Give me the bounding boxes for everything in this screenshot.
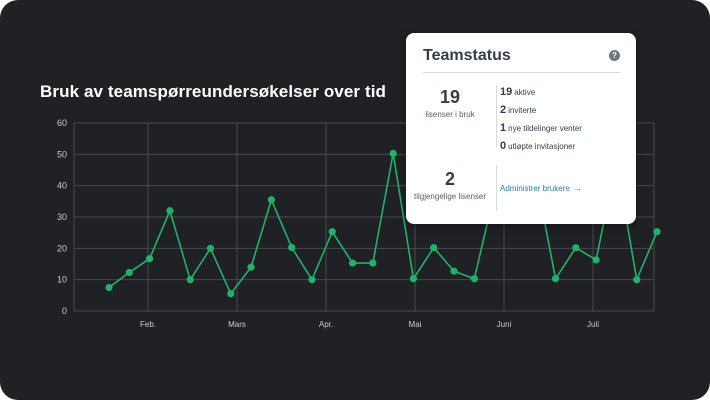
data-point — [105, 283, 113, 292]
data-point — [186, 276, 194, 284]
y-tick-label: 10 — [57, 275, 67, 285]
data-point — [145, 255, 154, 263]
x-tick-label: Mai — [409, 320, 422, 329]
vertical-divider — [496, 85, 497, 147]
data-point — [288, 243, 296, 251]
licenses-used-label: lisenser i bruk — [425, 110, 475, 119]
available-licenses-count: 2 — [444, 169, 455, 189]
y-tick-label: 20 — [57, 243, 67, 253]
status-label: aktive — [514, 88, 536, 97]
data-point — [308, 276, 316, 284]
status-label: nye tildelinger venter — [508, 124, 582, 133]
data-point — [592, 256, 600, 264]
data-point — [267, 196, 275, 204]
data-point — [551, 275, 560, 283]
y-tick-label: 40 — [57, 181, 67, 191]
data-point — [166, 207, 174, 215]
series-line — [108, 152, 658, 295]
data-point — [572, 244, 580, 252]
chart-title: Bruk av teamspørreundersøkelser over tid — [40, 82, 387, 101]
status-row-active: 19 aktive — [500, 86, 535, 98]
data-point — [430, 244, 438, 252]
card-divider — [423, 72, 620, 73]
data-point — [125, 268, 133, 277]
y-tick-label: 0 — [62, 306, 67, 316]
data-point — [227, 290, 235, 298]
status-count: 19 — [500, 86, 513, 98]
data-point — [328, 228, 336, 236]
available-licenses-label: tilgjengelige lisenser — [413, 192, 487, 201]
status-count: 1 — [500, 122, 507, 134]
data-point — [450, 267, 458, 275]
status-count: 2 — [500, 104, 507, 116]
y-tick-label: 50 — [57, 149, 67, 159]
data-point — [369, 259, 377, 267]
vertical-divider — [496, 165, 497, 211]
status-label: inviterte — [508, 106, 537, 115]
status-label: utløpte invitasjoner — [508, 142, 576, 151]
x-tick-label: Mars — [228, 320, 246, 329]
x-tick-label: Feb. — [140, 320, 156, 329]
y-tick-label: 30 — [57, 212, 67, 222]
status-row-expired: 0 utløpte invitasjoner — [500, 140, 575, 152]
data-point — [206, 244, 215, 252]
help-icon[interactable]: ? — [609, 50, 620, 61]
licenses-used-count: 19 — [439, 87, 461, 107]
y-tick-label: 60 — [57, 118, 67, 128]
status-row-pending: 1 nye tildelinger venter — [500, 122, 582, 134]
x-tick-label: Apr. — [319, 320, 333, 329]
team-status-card: Teamstatus ? 19 lisenser i bruk 2 tilgje… — [406, 33, 636, 224]
team-status-title: Teamstatus — [423, 47, 511, 64]
data-point — [633, 276, 641, 284]
manage-users-label: Administrer brukere — [500, 184, 570, 193]
data-point — [470, 275, 478, 283]
data-point — [389, 149, 397, 157]
x-tick-label: Juli — [587, 320, 599, 329]
manage-users-link[interactable]: Administrer brukere → — [500, 183, 582, 193]
data-point — [348, 259, 357, 267]
status-row-invited: 2 inviterte — [500, 104, 536, 116]
status-count: 0 — [500, 140, 507, 152]
data-point — [247, 263, 255, 271]
data-point — [653, 228, 661, 236]
data-point — [409, 275, 418, 283]
x-tick-label: Juni — [497, 320, 512, 329]
arrow-right-icon: → — [572, 183, 582, 193]
